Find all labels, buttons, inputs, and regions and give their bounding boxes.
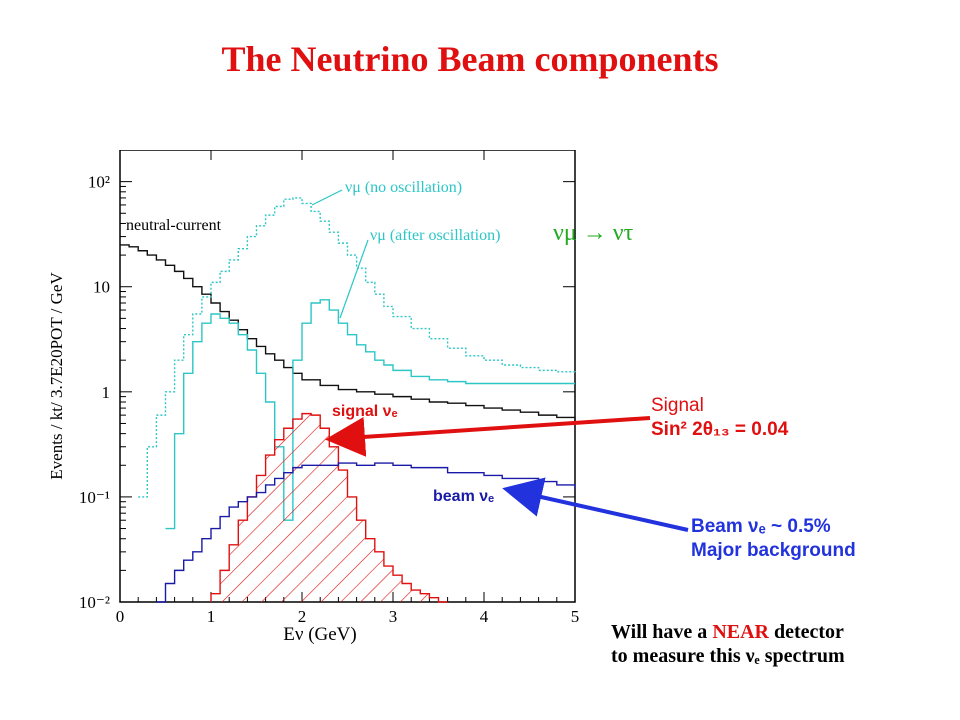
y-tick-label: 10⁻¹: [79, 488, 110, 507]
x-tick-label: 1: [207, 607, 216, 626]
y-tick-label: 10²: [88, 173, 110, 192]
label-neutral-current: neutral-current: [126, 217, 222, 234]
y-axis-label: Events / kt/ 3.7E20POT / GeV: [47, 272, 66, 480]
y-tick-label: 1: [102, 383, 111, 402]
label-signal-nue: signal νₑ: [332, 403, 398, 420]
series-signal-fill: [211, 413, 448, 602]
near-note-keyword: NEAR: [712, 621, 769, 643]
series-numu_osc-line: [165, 299, 575, 530]
beam-annotation-line1: Beam νₑ ~ 0.5%: [691, 516, 831, 537]
series-nc-line: [120, 244, 576, 424]
series-beam-line: [156, 462, 576, 603]
x-tick-label: 0: [116, 607, 125, 626]
x-tick-label: 3: [389, 607, 398, 626]
near-note-pre: Will have a: [611, 621, 713, 643]
x-axis-label: Eν (GeV): [283, 624, 356, 645]
near-note-line2: to measure this νₑ spectrum: [611, 645, 845, 667]
y-tick-label: 10⁻²: [79, 593, 110, 612]
y-tick-label: 10: [93, 278, 110, 297]
near-detector-note: Will have a NEAR detector to measure thi…: [611, 620, 845, 668]
x-tick-label: 4: [480, 607, 489, 626]
signal-annotation: Signal Sin² 2θ₁₃ = 0.04: [651, 394, 788, 442]
x-tick-label: 2: [298, 607, 307, 626]
label-numu-after-osc: νμ (after oscillation): [370, 227, 500, 244]
label-beam-nue: beam νₑ: [433, 488, 494, 505]
signal-annotation-line1: Signal: [651, 395, 704, 416]
pointer-numu-no-osc: [311, 189, 343, 206]
beam-annotation: Beam νₑ ~ 0.5% Major background: [691, 515, 856, 563]
spectrum-chart: 0 1 2 3 4 5 10⁻² 10⁻¹ 1 10 10² Events / kt/ 3.7E20…: [47, 150, 580, 645]
series-numu_noosc-line: [138, 197, 576, 498]
label-numu-no-osc: νμ (no oscillation): [345, 179, 462, 196]
beam-annotation-line2: Major background: [691, 540, 856, 561]
numu-to-nutau-label: νμ → ντ: [553, 220, 634, 246]
x-tick-label: 5: [571, 607, 580, 626]
page-title: The Neutrino Beam components: [221, 39, 719, 79]
near-note-post: detector: [768, 621, 844, 643]
pointer-numu-after-osc: [339, 239, 369, 319]
signal-annotation-line2: Sin² 2θ₁₃ = 0.04: [651, 419, 789, 440]
